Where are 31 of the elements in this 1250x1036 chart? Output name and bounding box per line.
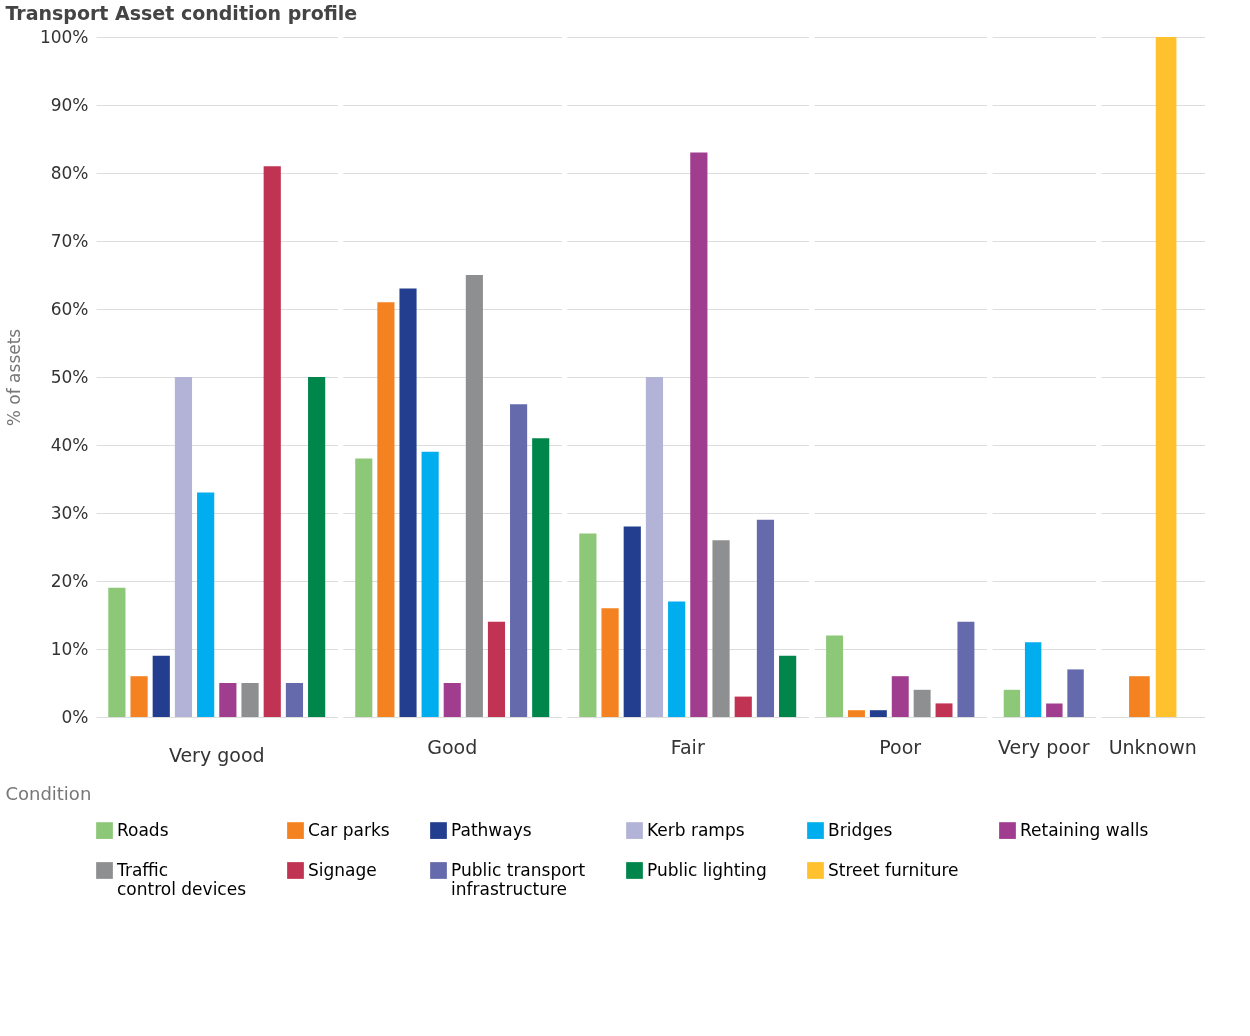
x-tick-label: Poor	[879, 736, 922, 758]
y-tick-label: 20%	[50, 570, 89, 591]
y-axis-title: % of assets	[3, 328, 24, 427]
x-axis-title: Condition	[5, 783, 92, 804]
legend-label: Retaining walls	[1020, 819, 1149, 840]
y-tick-label: 100%	[39, 26, 89, 47]
y-tick-label: 70%	[50, 230, 89, 251]
y-tick-label: 60%	[50, 298, 89, 319]
x-tick-label: Unknown	[1108, 736, 1197, 758]
legend-label: Kerb ramps	[647, 819, 745, 840]
legend-label: Signage	[308, 859, 377, 880]
y-tick-label: 50%	[50, 366, 89, 387]
legend-label: Car parks	[308, 819, 390, 840]
x-tick-label: Very poor	[998, 736, 1090, 758]
legend-label: Public transport infrastructure	[451, 859, 586, 899]
x-tick-label: Good	[427, 736, 478, 758]
y-tick-label: 80%	[50, 162, 89, 183]
x-tick-label: Fair	[670, 736, 705, 758]
legend-label: Street furniture	[828, 859, 959, 880]
y-tick-label: 90%	[50, 94, 89, 115]
y-tick-label: 0%	[61, 706, 89, 727]
x-tick-label: Very good	[168, 744, 265, 766]
legend-label: Traffic control devices	[116, 859, 247, 899]
y-tick-label: 10%	[50, 638, 89, 659]
legend-label: Roads	[117, 819, 169, 840]
chart-title: Transport Asset condition profile	[5, 2, 358, 24]
legend-label: Pathways	[451, 819, 532, 840]
y-tick-label: 30%	[50, 502, 89, 523]
legend-label: Public lighting	[647, 859, 767, 880]
legend-label: Bridges	[828, 819, 893, 840]
y-tick-label: 40%	[50, 434, 89, 455]
